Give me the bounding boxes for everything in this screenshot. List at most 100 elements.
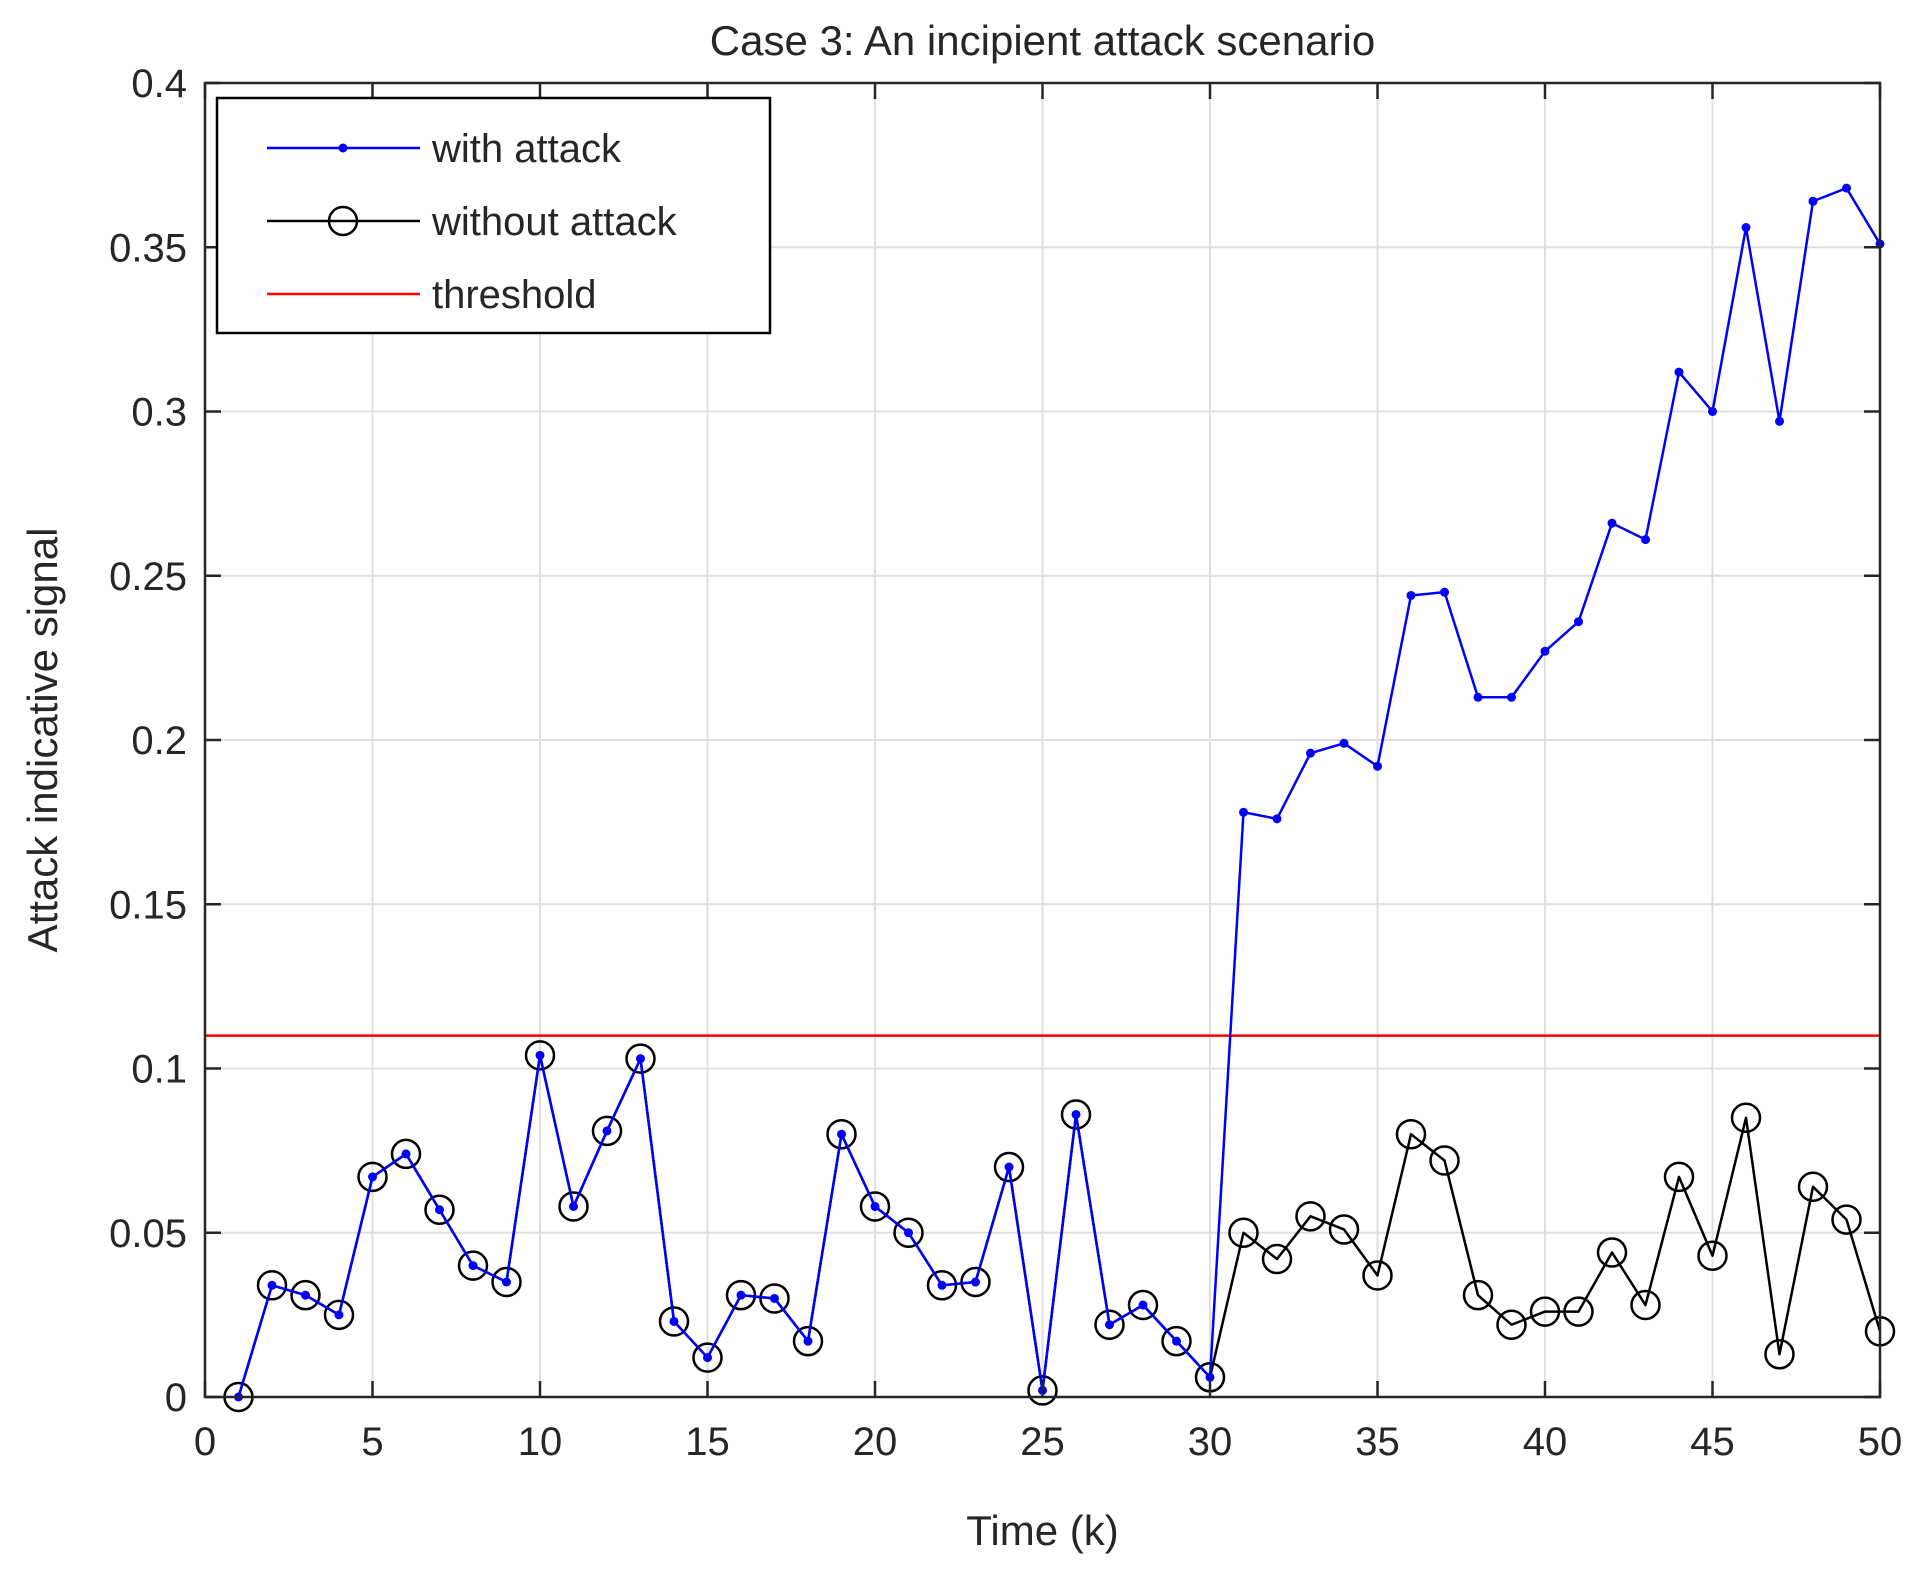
data-point-without-attack [960, 1266, 991, 1298]
data-point-with-attack [636, 1054, 645, 1064]
x-tick-label: 25 [1020, 1420, 1065, 1464]
data-point-without-attack [390, 1138, 422, 1170]
data-point-with-attack [1842, 183, 1851, 193]
data-point-with-attack [1306, 748, 1315, 758]
data-point-with-attack [703, 1353, 712, 1363]
data-point-without-attack [1395, 1118, 1427, 1150]
x-tick-label: 0 [194, 1420, 216, 1464]
chart-title: Case 3: An incipient attack scenario [710, 17, 1375, 64]
data-point-without-attack [926, 1270, 958, 1301]
data-point-with-attack [1105, 1320, 1114, 1330]
data-point-without-attack [1831, 1204, 1862, 1235]
data-point-with-attack [1473, 692, 1483, 702]
x-tick-label: 5 [361, 1420, 383, 1464]
legend-marker-without-attack [327, 205, 359, 237]
data-point-with-attack [770, 1293, 779, 1303]
data-point-without-attack [1730, 1102, 1762, 1134]
data-point-without-attack [993, 1151, 1025, 1183]
x-tick-label: 10 [518, 1420, 563, 1464]
legend-marker-with-attack [338, 143, 348, 153]
data-point-with-attack [1641, 535, 1650, 545]
legend-items: with attack without attack threshold [267, 127, 678, 317]
data-point-without-attack [256, 1270, 288, 1301]
data-point-with-attack [904, 1228, 913, 1238]
y-tick-label: 0.4 [131, 62, 187, 106]
data-point-without-attack [1261, 1243, 1293, 1275]
data-point-without-attack [1462, 1279, 1494, 1311]
data-point-without-attack [1161, 1325, 1192, 1357]
data-point-without-attack [1697, 1240, 1728, 1271]
data-point-with-attack [1775, 416, 1784, 426]
data-point-with-attack [368, 1172, 377, 1182]
data-point-without-attack [1027, 1375, 1058, 1406]
data-point-with-attack [401, 1149, 411, 1159]
data-point-without-attack [558, 1191, 589, 1222]
data-point-without-attack [1596, 1237, 1628, 1268]
data-point-with-attack [1239, 807, 1248, 817]
y-tick-label: 0.35 [109, 226, 187, 270]
series-with-attack [234, 183, 1885, 1402]
data-point-with-attack [870, 1201, 880, 1211]
data-point-without-attack [1529, 1296, 1561, 1327]
x-axis-label: Time (k) [966, 1507, 1118, 1554]
y-tick-label: 0 [165, 1376, 187, 1420]
data-point-with-attack [502, 1277, 511, 1287]
data-point-with-attack [1440, 587, 1449, 597]
y-tick-label: 0.15 [109, 883, 187, 927]
data-point-without-attack [1094, 1309, 1125, 1340]
data-point-without-attack [859, 1191, 891, 1222]
data-point-without-attack [1127, 1289, 1159, 1321]
data-point-with-attack [301, 1290, 310, 1300]
data-point-with-attack [468, 1261, 478, 1271]
data-point-with-attack [1741, 223, 1751, 233]
data-point-with-attack [1272, 814, 1282, 824]
data-point-without-attack [1663, 1161, 1695, 1193]
data-point-with-attack [602, 1126, 612, 1136]
data-point-with-attack [736, 1290, 746, 1300]
y-axis-label: Attack indicative signal [19, 528, 66, 953]
y-tick-label: 0.25 [109, 555, 187, 599]
data-point-with-attack [1406, 590, 1416, 600]
data-point-without-attack [1496, 1309, 1527, 1340]
x-tick-label: 45 [1690, 1420, 1735, 1464]
data-point-with-attack [837, 1129, 846, 1139]
data-point-with-attack [535, 1050, 545, 1060]
tick-labels: 0 5 10 15 20 25 30 35 40 45 50 0 0.05 0.1 0.15 0.2 0.25 0… [109, 62, 1902, 1464]
data-point-with-attack [267, 1280, 277, 1290]
data-point-without-attack [591, 1115, 623, 1147]
data-point-without-attack [826, 1118, 857, 1150]
data-point-with-attack [1205, 1372, 1215, 1382]
data-point-with-attack [1138, 1300, 1148, 1310]
data-point-without-attack [1060, 1099, 1092, 1130]
data-point-with-attack [334, 1310, 344, 1320]
data-point-with-attack [1071, 1109, 1081, 1119]
data-point-with-attack [1507, 692, 1516, 702]
data-point-without-attack [893, 1217, 924, 1248]
data-point-without-attack [1429, 1145, 1460, 1176]
data-point-without-attack [1362, 1260, 1393, 1291]
data-point-without-attack [290, 1279, 321, 1311]
data-point-without-attack [692, 1342, 723, 1373]
data-point-without-attack [625, 1043, 656, 1074]
x-tick-label: 15 [685, 1420, 730, 1464]
data-point-with-attack [1339, 738, 1349, 748]
data-point-without-attack [1295, 1201, 1326, 1232]
legend: with attack without attack threshold [215, 96, 772, 335]
y-tick-label: 0.2 [131, 719, 187, 763]
data-point-with-attack [435, 1205, 444, 1215]
legend-label-with-attack: with attack [431, 127, 622, 171]
data-point-with-attack [1004, 1162, 1014, 1172]
data-point-with-attack [803, 1336, 813, 1346]
data-point-with-attack [1540, 646, 1550, 656]
series-layer [223, 183, 1896, 1413]
data-point-with-attack [1574, 617, 1583, 627]
legend-label-without-attack: without attack [431, 200, 678, 244]
data-point-without-attack [1764, 1339, 1795, 1370]
data-point-with-attack [1674, 367, 1684, 377]
data-point-with-attack [669, 1316, 679, 1326]
data-point-without-attack [1228, 1217, 1259, 1248]
data-point-with-attack [1607, 518, 1617, 528]
data-point-without-attack [792, 1325, 824, 1357]
y-tick-label: 0.1 [131, 1048, 187, 1092]
x-tick-label: 50 [1858, 1420, 1903, 1464]
